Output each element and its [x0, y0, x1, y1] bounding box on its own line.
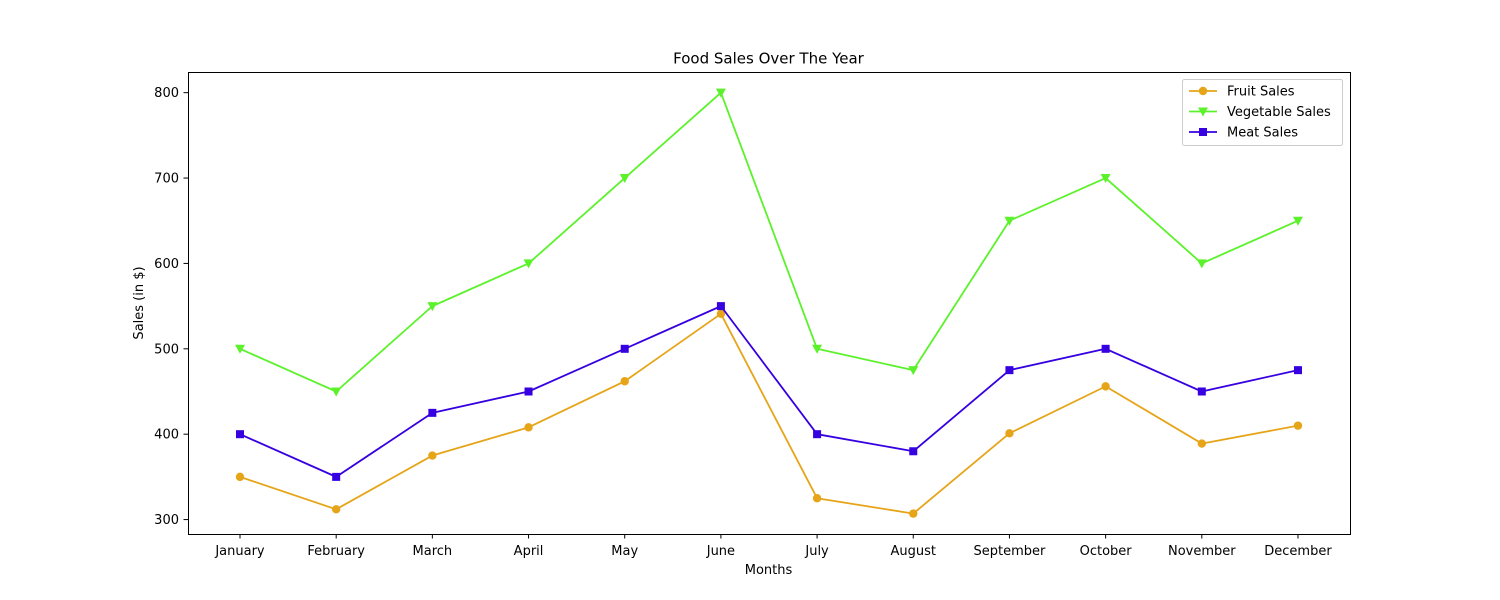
data-point-meat-sales — [1005, 366, 1014, 375]
data-point-fruit-sales — [812, 494, 822, 503]
data-point-fruit-sales — [235, 472, 245, 482]
series-line-meat-sales — [239, 305, 1299, 478]
data-point-meat-sales — [236, 430, 244, 439]
data-point-meat-sales — [1101, 344, 1110, 353]
x-axis: January February March April May June July Augu… — [214, 534, 1332, 559]
x-tick-label: December — [1264, 544, 1332, 559]
series-vegetable-sales — [235, 88, 1303, 397]
y-tick-label: 400 — [154, 428, 179, 443]
data-point-meat-sales — [1197, 387, 1206, 396]
data-point-meat-sales — [1293, 366, 1302, 375]
legend-label-vegetable-sales: Vegetable Sales — [1227, 105, 1331, 120]
x-tick-label: March — [413, 544, 453, 559]
y-axis: 300 400 500 600 700 800 — [154, 86, 188, 528]
data-point-fruit-sales — [524, 423, 533, 432]
data-point-fruit-sales — [1101, 382, 1110, 391]
y-tick-label: 800 — [154, 86, 179, 101]
data-point-vegetable-sales — [235, 344, 245, 354]
data-point-meat-sales — [813, 430, 822, 439]
legend-marker-meat-sales — [1199, 128, 1207, 136]
series-line-fruit-sales — [239, 312, 1299, 515]
data-point-vegetable-sales — [1292, 216, 1303, 226]
data-point-vegetable-sales — [812, 344, 823, 354]
data-point-fruit-sales — [716, 309, 726, 319]
data-point-vegetable-sales — [619, 174, 630, 184]
data-point-vegetable-sales — [427, 302, 438, 312]
legend-marker-fruit-sales — [1198, 86, 1208, 96]
series-line-vegetable-sales — [239, 91, 1299, 393]
series-meat-sales — [236, 302, 1302, 481]
y-tick-label: 500 — [154, 342, 179, 357]
legend-label-meat-sales: Meat Sales — [1227, 126, 1298, 141]
y-axis-label: Sales (in $) — [132, 266, 147, 339]
data-point-fruit-sales — [331, 505, 341, 514]
data-point-meat-sales — [716, 302, 725, 311]
x-tick-label: April — [514, 544, 544, 559]
data-point-vegetable-sales — [1196, 259, 1207, 269]
data-point-meat-sales — [909, 447, 918, 456]
legend: Fruit Sales Vegetable Sales Meat Sales — [1182, 79, 1343, 146]
series-fruit-sales — [235, 309, 1303, 518]
data-point-meat-sales — [524, 387, 533, 396]
data-point-meat-sales — [332, 472, 341, 481]
data-point-vegetable-sales — [715, 88, 726, 98]
x-tick-label: May — [611, 544, 638, 559]
x-tick-label: November — [1168, 544, 1236, 559]
data-point-vegetable-sales — [523, 259, 534, 269]
x-tick-label: August — [891, 544, 937, 559]
data-point-fruit-sales — [1005, 429, 1014, 438]
x-axis-label: Months — [745, 563, 793, 578]
x-tick-label: July — [804, 544, 829, 559]
data-point-fruit-sales — [1293, 421, 1303, 430]
y-tick-label: 700 — [154, 172, 179, 187]
legend-label-fruit-sales: Fruit Sales — [1227, 85, 1295, 100]
data-point-vegetable-sales — [331, 387, 342, 397]
data-point-fruit-sales — [1197, 439, 1207, 448]
data-point-meat-sales — [620, 344, 629, 353]
chart-title: Food Sales Over The Year — [673, 50, 865, 68]
data-point-vegetable-sales — [1004, 216, 1015, 226]
data-point-fruit-sales — [428, 451, 437, 460]
x-tick-label: February — [307, 544, 365, 559]
data-point-fruit-sales — [620, 377, 629, 386]
legend-marker-vegetable-sales — [1198, 107, 1208, 117]
x-tick-label: September — [974, 544, 1047, 559]
data-point-meat-sales — [428, 408, 437, 417]
data-point-fruit-sales — [909, 509, 918, 518]
x-tick-label: October — [1080, 544, 1133, 559]
data-point-vegetable-sales — [1100, 174, 1111, 184]
series-layer — [235, 88, 1303, 518]
x-tick-label: June — [706, 544, 735, 559]
data-point-vegetable-sales — [908, 366, 919, 376]
plot-area-frame — [188, 72, 1351, 535]
y-tick-label: 600 — [154, 257, 179, 272]
y-tick-label: 300 — [154, 513, 179, 528]
x-tick-label: January — [214, 544, 265, 559]
legend-box — [1182, 79, 1343, 146]
